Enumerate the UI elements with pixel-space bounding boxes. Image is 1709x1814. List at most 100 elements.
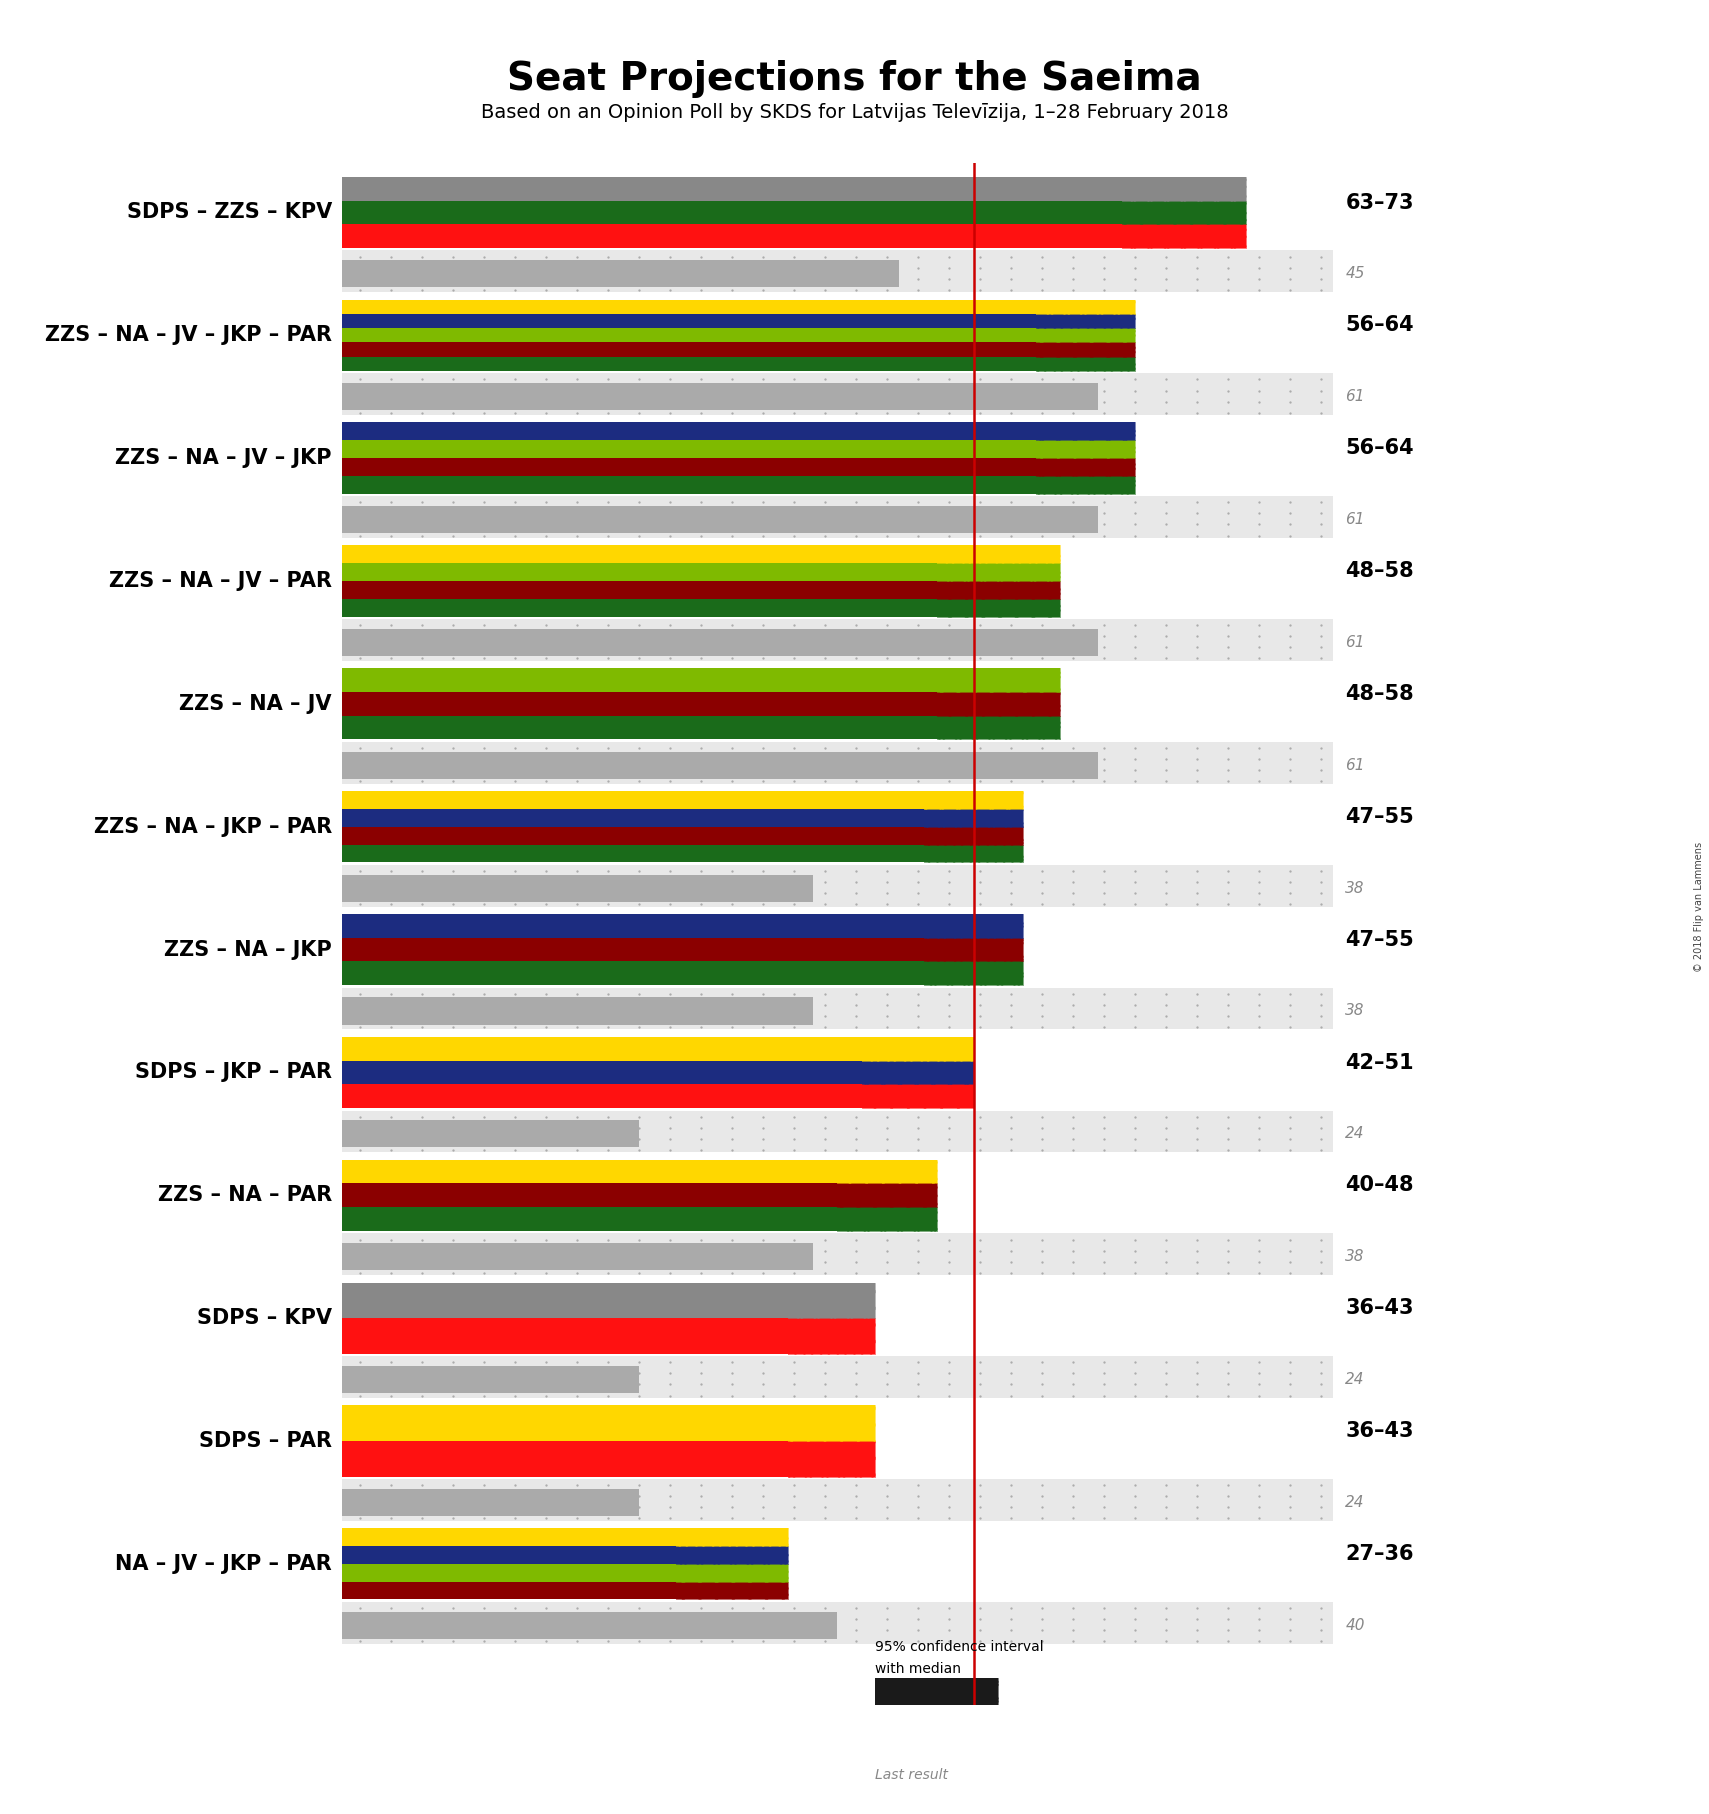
Bar [788,1440,875,1477]
Bar [863,1085,974,1108]
Bar [342,751,1097,778]
Text: 38: 38 [1345,1250,1365,1264]
Bar [342,423,1036,441]
Bar [1036,441,1135,459]
Bar [342,1159,837,1183]
Bar [677,1582,788,1600]
Bar [342,1357,1333,1399]
Bar [342,475,1036,493]
Bar [937,546,1060,562]
Bar [342,328,1036,343]
Bar [875,1731,998,1758]
Bar [677,1527,788,1546]
Bar [1036,314,1135,328]
Bar [342,1602,1333,1643]
Text: 40: 40 [1345,1618,1365,1633]
Bar [1036,343,1135,357]
Bar [342,1582,677,1600]
Bar [677,1527,788,1546]
Bar [342,742,1333,784]
Bar [937,717,1060,740]
Bar [342,1527,677,1546]
Bar [342,1206,837,1232]
Bar [342,914,925,938]
Bar [342,1110,1333,1152]
Text: SDPS – JKP – PAR: SDPS – JKP – PAR [135,1063,332,1083]
Bar [342,1282,788,1319]
Bar [1036,475,1135,493]
Bar [863,1061,974,1085]
Text: 24: 24 [1345,1371,1365,1388]
Bar [925,961,1024,985]
Bar [788,1406,875,1440]
Bar [937,717,1060,740]
Bar [1036,328,1135,343]
Bar [342,961,925,985]
Text: SDPS – KPV: SDPS – KPV [197,1308,332,1328]
Bar [1036,343,1135,357]
Bar [937,1678,998,1721]
Bar [925,827,1024,845]
Bar [937,691,1060,717]
Text: NA – JV – JKP – PAR: NA – JV – JKP – PAR [115,1555,332,1575]
Bar [925,791,1024,809]
Text: 27–36: 27–36 [1345,1544,1413,1564]
Bar [342,201,1123,225]
Bar [342,1085,863,1108]
Bar [342,874,813,902]
Bar [1036,299,1135,314]
Bar [937,599,1060,617]
Bar [677,1582,788,1600]
Bar [937,1678,998,1721]
Bar [925,914,1024,938]
Bar [342,261,899,287]
Bar [1123,201,1246,225]
Bar [863,1038,974,1061]
Bar [342,1406,788,1440]
Text: 61: 61 [1345,635,1365,649]
Text: 42–51: 42–51 [1345,1052,1413,1072]
Bar [1036,299,1135,314]
Text: Seat Projections for the Saeima: Seat Projections for the Saeima [508,60,1201,98]
Text: ZZS – NA – JKP – PAR: ZZS – NA – JKP – PAR [94,816,332,836]
Text: ZZS – NA – JV – JKP – PAR: ZZS – NA – JV – JKP – PAR [44,325,332,345]
Bar [342,314,1036,328]
Bar [925,827,1024,845]
Bar [342,1440,788,1477]
Bar [788,1282,875,1319]
Bar [342,562,937,580]
Text: ZZS – NA – JV – JKP: ZZS – NA – JV – JKP [116,448,332,468]
Bar [342,1366,639,1393]
Bar [342,1038,863,1061]
Text: 61: 61 [1345,512,1365,528]
Bar [342,459,1036,475]
Bar [863,1038,974,1061]
Bar [837,1206,937,1232]
Bar [342,383,1097,410]
Text: 36–43: 36–43 [1345,1299,1413,1319]
Text: 48–58: 48–58 [1345,561,1413,580]
Text: ZZS – NA – JV – PAR: ZZS – NA – JV – PAR [109,571,332,591]
Bar [925,938,1024,961]
Bar [342,998,813,1025]
Bar [1036,459,1135,475]
Text: 24: 24 [1345,1495,1365,1509]
Bar [1036,475,1135,493]
Bar [925,961,1024,985]
Bar [1123,176,1246,201]
Bar [342,1489,639,1517]
Text: ZZS – NA – PAR: ZZS – NA – PAR [157,1185,332,1204]
Bar [342,938,925,961]
Text: Last result: Last result [875,1769,947,1781]
Bar [342,1061,863,1085]
Bar [342,791,925,809]
Bar [788,1440,875,1477]
Bar [788,1406,875,1440]
Bar [1036,459,1135,475]
Bar [342,845,925,862]
Bar [937,668,1060,691]
Bar [342,809,925,827]
Bar [937,580,1060,599]
Bar [342,1243,813,1270]
Bar [925,845,1024,862]
